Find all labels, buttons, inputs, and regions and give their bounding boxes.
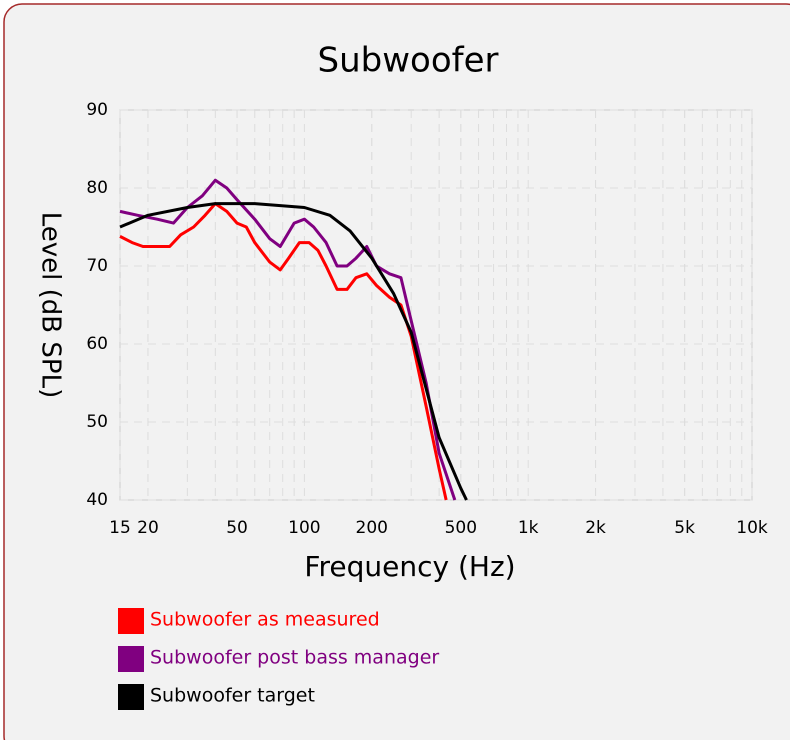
series-line: [119, 202, 448, 501]
x-tick-label: 50: [226, 518, 248, 538]
y-tick-label: 90: [86, 100, 108, 120]
x-tick-label: 10k: [736, 518, 768, 538]
legend-label: Subwoofer post bass manager: [150, 647, 439, 669]
x-tick-label: 500: [445, 518, 477, 538]
y-tick-label: 40: [86, 490, 108, 510]
y-tick-label: 60: [86, 334, 108, 354]
x-tick-label: 1k: [518, 518, 539, 538]
y-axis-label: Level (dB SPL): [36, 212, 66, 398]
x-tick-label: 2k: [585, 518, 606, 538]
x-tick-label: 20: [137, 518, 159, 538]
series-line: [119, 178, 457, 501]
x-tick-label: 5k: [674, 518, 695, 538]
x-tick-label: 100: [288, 518, 320, 538]
x-axis-label: Frequency (Hz): [304, 550, 515, 583]
y-tick-label: 70: [86, 256, 108, 276]
legend-swatch: [118, 684, 144, 710]
legend-label: Subwoofer as measured: [150, 609, 380, 631]
legend-swatch: [118, 646, 144, 672]
chart-title: Subwoofer: [318, 41, 499, 81]
y-tick-label: 50: [86, 412, 108, 432]
x-tick-label: 200: [356, 518, 388, 538]
legend-label: Subwoofer target: [150, 685, 315, 707]
x-tick-label: 15: [109, 518, 131, 538]
legend-swatch: [118, 608, 144, 634]
y-tick-label: 80: [86, 178, 108, 198]
series-line: [119, 202, 468, 501]
